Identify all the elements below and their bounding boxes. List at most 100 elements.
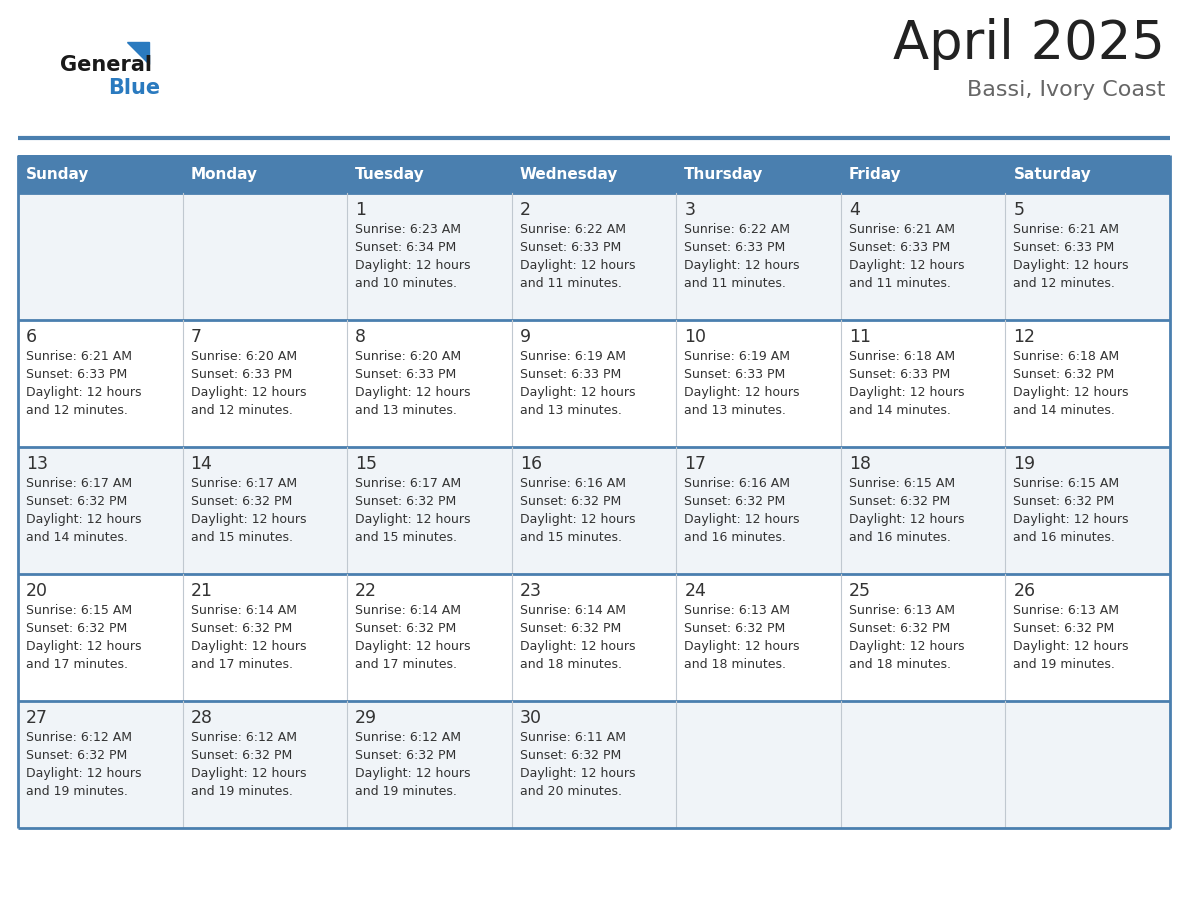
Bar xyxy=(1005,447,1170,574)
Text: Wednesday: Wednesday xyxy=(519,166,618,182)
Text: Monday: Monday xyxy=(190,166,258,182)
Bar xyxy=(183,701,347,828)
Bar xyxy=(512,320,676,447)
Bar xyxy=(512,574,676,701)
Text: Sunrise: 6:21 AM
Sunset: 6:33 PM
Daylight: 12 hours
and 12 minutes.: Sunrise: 6:21 AM Sunset: 6:33 PM Dayligh… xyxy=(26,350,141,417)
Bar xyxy=(183,574,347,701)
Text: 2: 2 xyxy=(519,201,531,219)
Bar xyxy=(512,193,676,320)
Text: 25: 25 xyxy=(849,582,871,600)
Bar xyxy=(18,193,183,320)
Text: 7: 7 xyxy=(190,328,202,346)
Bar xyxy=(676,574,841,701)
Text: 27: 27 xyxy=(26,709,48,727)
Text: Sunrise: 6:20 AM
Sunset: 6:33 PM
Daylight: 12 hours
and 12 minutes.: Sunrise: 6:20 AM Sunset: 6:33 PM Dayligh… xyxy=(190,350,307,417)
Bar xyxy=(183,193,347,320)
Bar xyxy=(1005,701,1170,828)
Bar xyxy=(347,193,512,320)
Text: General: General xyxy=(61,55,152,75)
Text: 18: 18 xyxy=(849,455,871,473)
Text: 9: 9 xyxy=(519,328,531,346)
Text: Sunrise: 6:17 AM
Sunset: 6:32 PM
Daylight: 12 hours
and 15 minutes.: Sunrise: 6:17 AM Sunset: 6:32 PM Dayligh… xyxy=(190,477,307,544)
Text: Sunrise: 6:22 AM
Sunset: 6:33 PM
Daylight: 12 hours
and 11 minutes.: Sunrise: 6:22 AM Sunset: 6:33 PM Dayligh… xyxy=(519,223,636,290)
Bar xyxy=(676,701,841,828)
Bar xyxy=(676,155,841,193)
Bar xyxy=(183,155,347,193)
Text: Sunrise: 6:19 AM
Sunset: 6:33 PM
Daylight: 12 hours
and 13 minutes.: Sunrise: 6:19 AM Sunset: 6:33 PM Dayligh… xyxy=(519,350,636,417)
Text: 5: 5 xyxy=(1013,201,1024,219)
Text: Sunrise: 6:16 AM
Sunset: 6:32 PM
Daylight: 12 hours
and 15 minutes.: Sunrise: 6:16 AM Sunset: 6:32 PM Dayligh… xyxy=(519,477,636,544)
Bar xyxy=(841,320,1005,447)
Bar xyxy=(347,155,512,193)
Bar xyxy=(512,701,676,828)
Text: April 2025: April 2025 xyxy=(893,18,1165,70)
Bar xyxy=(183,320,347,447)
Bar xyxy=(1005,320,1170,447)
Bar xyxy=(347,320,512,447)
Text: Sunrise: 6:14 AM
Sunset: 6:32 PM
Daylight: 12 hours
and 17 minutes.: Sunrise: 6:14 AM Sunset: 6:32 PM Dayligh… xyxy=(190,604,307,671)
Text: 14: 14 xyxy=(190,455,213,473)
Text: Sunrise: 6:15 AM
Sunset: 6:32 PM
Daylight: 12 hours
and 16 minutes.: Sunrise: 6:15 AM Sunset: 6:32 PM Dayligh… xyxy=(1013,477,1129,544)
Text: 29: 29 xyxy=(355,709,378,727)
Bar xyxy=(347,447,512,574)
Text: Sunrise: 6:21 AM
Sunset: 6:33 PM
Daylight: 12 hours
and 12 minutes.: Sunrise: 6:21 AM Sunset: 6:33 PM Dayligh… xyxy=(1013,223,1129,290)
Bar xyxy=(347,701,512,828)
Bar xyxy=(183,447,347,574)
Text: Sunrise: 6:18 AM
Sunset: 6:32 PM
Daylight: 12 hours
and 14 minutes.: Sunrise: 6:18 AM Sunset: 6:32 PM Dayligh… xyxy=(1013,350,1129,417)
Text: 15: 15 xyxy=(355,455,377,473)
Bar xyxy=(512,447,676,574)
Bar xyxy=(18,447,183,574)
Text: 23: 23 xyxy=(519,582,542,600)
Bar xyxy=(676,320,841,447)
Text: Sunrise: 6:22 AM
Sunset: 6:33 PM
Daylight: 12 hours
and 11 minutes.: Sunrise: 6:22 AM Sunset: 6:33 PM Dayligh… xyxy=(684,223,800,290)
Text: 16: 16 xyxy=(519,455,542,473)
Text: Sunrise: 6:16 AM
Sunset: 6:32 PM
Daylight: 12 hours
and 16 minutes.: Sunrise: 6:16 AM Sunset: 6:32 PM Dayligh… xyxy=(684,477,800,544)
Bar xyxy=(18,574,183,701)
Text: Sunrise: 6:15 AM
Sunset: 6:32 PM
Daylight: 12 hours
and 16 minutes.: Sunrise: 6:15 AM Sunset: 6:32 PM Dayligh… xyxy=(849,477,965,544)
Text: Sunrise: 6:19 AM
Sunset: 6:33 PM
Daylight: 12 hours
and 13 minutes.: Sunrise: 6:19 AM Sunset: 6:33 PM Dayligh… xyxy=(684,350,800,417)
Bar xyxy=(676,193,841,320)
Text: Friday: Friday xyxy=(849,166,902,182)
Bar xyxy=(1005,155,1170,193)
Bar xyxy=(841,701,1005,828)
Bar xyxy=(841,193,1005,320)
Bar xyxy=(18,701,183,828)
Text: 21: 21 xyxy=(190,582,213,600)
Text: Sunrise: 6:12 AM
Sunset: 6:32 PM
Daylight: 12 hours
and 19 minutes.: Sunrise: 6:12 AM Sunset: 6:32 PM Dayligh… xyxy=(355,731,470,798)
Text: Sunrise: 6:13 AM
Sunset: 6:32 PM
Daylight: 12 hours
and 19 minutes.: Sunrise: 6:13 AM Sunset: 6:32 PM Dayligh… xyxy=(1013,604,1129,671)
Text: Sunrise: 6:15 AM
Sunset: 6:32 PM
Daylight: 12 hours
and 17 minutes.: Sunrise: 6:15 AM Sunset: 6:32 PM Dayligh… xyxy=(26,604,141,671)
Text: Sunrise: 6:13 AM
Sunset: 6:32 PM
Daylight: 12 hours
and 18 minutes.: Sunrise: 6:13 AM Sunset: 6:32 PM Dayligh… xyxy=(684,604,800,671)
Text: Sunrise: 6:18 AM
Sunset: 6:33 PM
Daylight: 12 hours
and 14 minutes.: Sunrise: 6:18 AM Sunset: 6:33 PM Dayligh… xyxy=(849,350,965,417)
Text: Sunrise: 6:13 AM
Sunset: 6:32 PM
Daylight: 12 hours
and 18 minutes.: Sunrise: 6:13 AM Sunset: 6:32 PM Dayligh… xyxy=(849,604,965,671)
Text: 19: 19 xyxy=(1013,455,1036,473)
Polygon shape xyxy=(127,42,148,64)
Text: Sunrise: 6:17 AM
Sunset: 6:32 PM
Daylight: 12 hours
and 15 minutes.: Sunrise: 6:17 AM Sunset: 6:32 PM Dayligh… xyxy=(355,477,470,544)
Bar xyxy=(18,155,183,193)
Text: 26: 26 xyxy=(1013,582,1036,600)
Text: 17: 17 xyxy=(684,455,707,473)
Text: 4: 4 xyxy=(849,201,860,219)
Text: Sunrise: 6:21 AM
Sunset: 6:33 PM
Daylight: 12 hours
and 11 minutes.: Sunrise: 6:21 AM Sunset: 6:33 PM Dayligh… xyxy=(849,223,965,290)
Text: 1: 1 xyxy=(355,201,366,219)
Text: Sunrise: 6:20 AM
Sunset: 6:33 PM
Daylight: 12 hours
and 13 minutes.: Sunrise: 6:20 AM Sunset: 6:33 PM Dayligh… xyxy=(355,350,470,417)
Text: 13: 13 xyxy=(26,455,48,473)
Text: Blue: Blue xyxy=(108,78,160,98)
Text: Sunrise: 6:14 AM
Sunset: 6:32 PM
Daylight: 12 hours
and 18 minutes.: Sunrise: 6:14 AM Sunset: 6:32 PM Dayligh… xyxy=(519,604,636,671)
Text: 20: 20 xyxy=(26,582,48,600)
Text: 22: 22 xyxy=(355,582,377,600)
Text: Tuesday: Tuesday xyxy=(355,166,425,182)
Bar xyxy=(512,155,676,193)
Text: Sunrise: 6:23 AM
Sunset: 6:34 PM
Daylight: 12 hours
and 10 minutes.: Sunrise: 6:23 AM Sunset: 6:34 PM Dayligh… xyxy=(355,223,470,290)
Text: 8: 8 xyxy=(355,328,366,346)
Text: Sunrise: 6:12 AM
Sunset: 6:32 PM
Daylight: 12 hours
and 19 minutes.: Sunrise: 6:12 AM Sunset: 6:32 PM Dayligh… xyxy=(26,731,141,798)
Text: Thursday: Thursday xyxy=(684,166,764,182)
Text: 10: 10 xyxy=(684,328,707,346)
Text: Sunday: Sunday xyxy=(26,166,89,182)
Text: Sunrise: 6:11 AM
Sunset: 6:32 PM
Daylight: 12 hours
and 20 minutes.: Sunrise: 6:11 AM Sunset: 6:32 PM Dayligh… xyxy=(519,731,636,798)
Text: Sunrise: 6:12 AM
Sunset: 6:32 PM
Daylight: 12 hours
and 19 minutes.: Sunrise: 6:12 AM Sunset: 6:32 PM Dayligh… xyxy=(190,731,307,798)
Text: Bassi, Ivory Coast: Bassi, Ivory Coast xyxy=(967,80,1165,100)
Text: 28: 28 xyxy=(190,709,213,727)
Text: 12: 12 xyxy=(1013,328,1036,346)
Text: 24: 24 xyxy=(684,582,706,600)
Bar xyxy=(1005,574,1170,701)
